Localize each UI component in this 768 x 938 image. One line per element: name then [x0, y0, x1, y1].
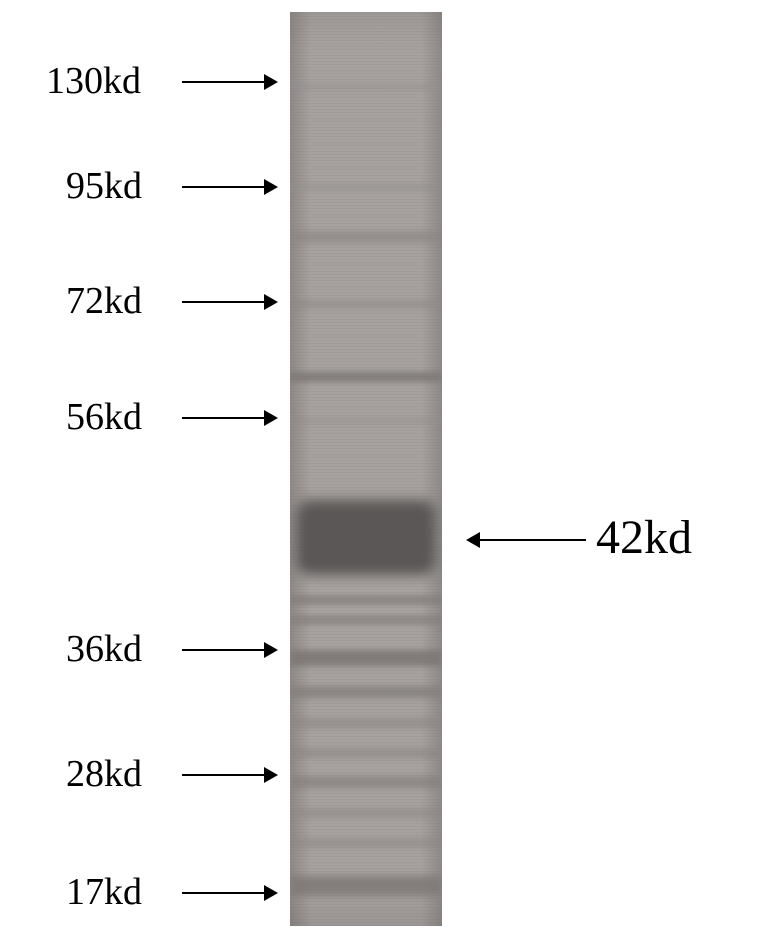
gel-band — [290, 808, 442, 818]
molecular-weight-label: 95kd — [66, 164, 142, 208]
marker-arrow — [182, 642, 278, 658]
gel-band — [290, 232, 442, 242]
gel-band — [290, 776, 442, 788]
gel-band — [290, 300, 442, 308]
molecular-weight-label: 72kd — [66, 279, 142, 323]
molecular-weight-label: 56kd — [66, 395, 142, 439]
molecular-weight-label: 28kd — [66, 752, 142, 796]
target-band-label: 42kd — [596, 510, 692, 565]
gel-band — [290, 876, 442, 896]
molecular-weight-label: 17kd — [66, 870, 142, 914]
gel-band — [290, 718, 442, 728]
marker-arrow — [182, 74, 278, 90]
gel-band — [290, 84, 442, 90]
marker-arrow — [182, 885, 278, 901]
gel-lane — [290, 12, 442, 926]
gel-band — [290, 748, 442, 758]
gel-band — [290, 372, 442, 382]
gel-band — [290, 838, 442, 848]
marker-arrow — [182, 179, 278, 195]
gel-band — [290, 650, 442, 666]
molecular-weight-label: 36kd — [66, 627, 142, 671]
marker-arrow — [182, 410, 278, 426]
gel-band — [290, 686, 442, 698]
gel-band — [296, 500, 436, 575]
marker-arrow — [182, 294, 278, 310]
gel-band — [290, 615, 442, 625]
gel-band — [290, 184, 442, 190]
gel-band — [290, 418, 442, 424]
marker-arrow — [182, 767, 278, 783]
gel-background — [290, 12, 442, 926]
molecular-weight-label: 130kd — [46, 59, 141, 103]
target-band-arrow — [466, 532, 586, 548]
gel-figure: 130kd 95kd 72kd 56kd 36kd 28kd 17kd 42kd — [0, 0, 768, 938]
gel-band — [290, 595, 442, 605]
